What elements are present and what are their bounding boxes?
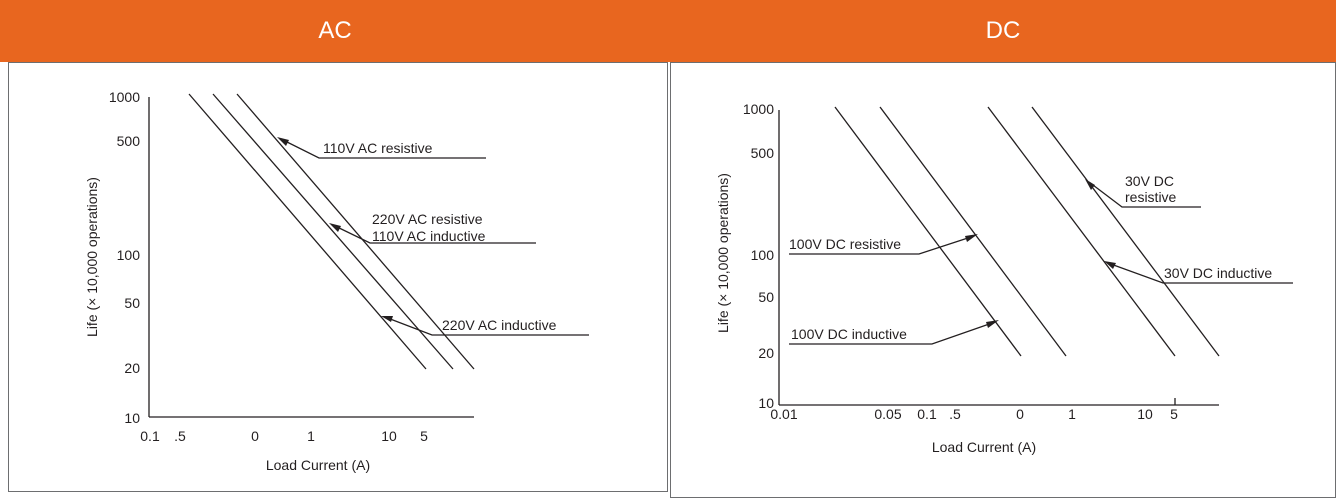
ac-y-tick-20: 20 <box>124 360 140 376</box>
ac-label-110v-ac-inductive: 110V AC inductive <box>372 228 486 244</box>
dc-arrow-2 <box>965 234 978 242</box>
ac-line-110v-inductive <box>212 93 454 370</box>
dc-y-tick-10: 10 <box>758 395 774 411</box>
ac-header: AC <box>0 0 670 62</box>
dc-header: DC <box>670 0 1336 62</box>
ac-x-tick-.5: .5 <box>174 428 186 444</box>
ac-label-110v-ac-resistive: 110V AC resistive <box>323 140 433 156</box>
ac-x-tick-10: 10 <box>381 428 397 444</box>
dc-leader-100v-dc-resistive <box>789 235 975 255</box>
dc-arrow-4 <box>986 320 999 328</box>
ac-leader-110v-resistive <box>280 138 486 159</box>
dc-label-30v-dc: 30V DC <box>1125 173 1174 189</box>
ac-label-220v-ac-resistive: 220V AC resistive <box>372 211 483 227</box>
ac-x-tick-0: 0 <box>251 428 259 444</box>
ac-arrow-2 <box>329 223 341 232</box>
dc-x-tick-0.05: 0.05 <box>874 406 901 422</box>
dc-x-tick-0: 0 <box>1016 406 1024 422</box>
dc-x-tick-0.1: 0.1 <box>917 406 937 422</box>
dc-chart: 1000 500 100 50 20 10 0.01 0.05 0.1 .5 0… <box>715 101 1293 455</box>
ac-x-tick-5: 5 <box>420 428 428 444</box>
dc-label-100v-dc-inductive: 100V DC inductive <box>791 326 907 342</box>
dc-x-tick-1: 1 <box>1068 406 1076 422</box>
ac-panel: AC 1000 500 100 50 20 10 0.1 .5 <box>0 0 670 492</box>
dc-line-30v-inductive <box>987 106 1176 357</box>
ac-leader-220v-inductive <box>384 316 589 336</box>
ac-label-220v-ac-inductive: 220V AC inductive <box>442 317 557 333</box>
dc-x-tick-10: 10 <box>1137 406 1153 422</box>
ac-line-110v-resistive <box>236 93 475 370</box>
ac-frame <box>8 62 668 492</box>
dc-line-30v-resistive <box>1031 106 1220 357</box>
dc-x-tick-.5: .5 <box>949 406 961 422</box>
dc-y-tick-20: 20 <box>758 345 774 361</box>
dc-arrow-1 <box>1085 179 1095 190</box>
ac-line-220v-inductive <box>188 93 427 370</box>
ac-y-axis-label: Life (× 10,000 operations) <box>84 177 100 337</box>
dc-x-axis-label: Load Current (A) <box>932 439 1036 455</box>
dc-leader-30v-dc-inductive <box>1107 262 1293 284</box>
ac-arrow-1 <box>277 137 289 146</box>
ac-x-tick-0.1: 0.1 <box>140 428 160 444</box>
ac-x-tick-1: 1 <box>307 428 315 444</box>
dc-arrow-3 <box>1104 261 1116 269</box>
dc-x-tick-5: 5 <box>1170 406 1178 422</box>
dc-leader-30v-dc-resistive <box>1088 181 1201 208</box>
dc-y-tick-100: 100 <box>751 247 775 263</box>
dc-y-axis-label: Life (× 10,000 operations) <box>715 173 731 333</box>
ac-y-tick-100: 100 <box>117 247 141 263</box>
ac-leader-220v-resistive <box>332 224 536 244</box>
ac-chart: 1000 500 100 50 20 10 0.1 .5 0 1 10 5 Lo… <box>84 89 589 473</box>
dc-line-100v-resistive <box>879 106 1067 357</box>
dc-label-resistive: resistive <box>1125 189 1177 205</box>
dc-y-tick-500: 500 <box>751 145 775 161</box>
ac-y-tick-1000: 1000 <box>109 89 140 105</box>
dc-leader-100v-dc-inductive <box>789 321 996 345</box>
ac-y-tick-500: 500 <box>117 133 141 149</box>
dc-x-tick-0.01: 0.01 <box>770 406 797 422</box>
ac-y-tick-10: 10 <box>124 410 140 426</box>
dc-label-30v-dc-inductive: 30V DC inductive <box>1164 265 1272 281</box>
dc-y-tick-50: 50 <box>758 289 774 305</box>
dc-label-100v-dc-resistive: 100V DC resistive <box>789 236 901 252</box>
ac-arrow-3 <box>381 316 393 322</box>
dc-y-tick-1000: 1000 <box>743 101 774 117</box>
dc-panel: DC 1000 500 100 50 20 10 <box>670 0 1336 498</box>
ac-x-axis-label: Load Current (A) <box>266 457 370 473</box>
ac-y-tick-50: 50 <box>124 295 140 311</box>
dc-line-100v-inductive <box>834 106 1022 357</box>
